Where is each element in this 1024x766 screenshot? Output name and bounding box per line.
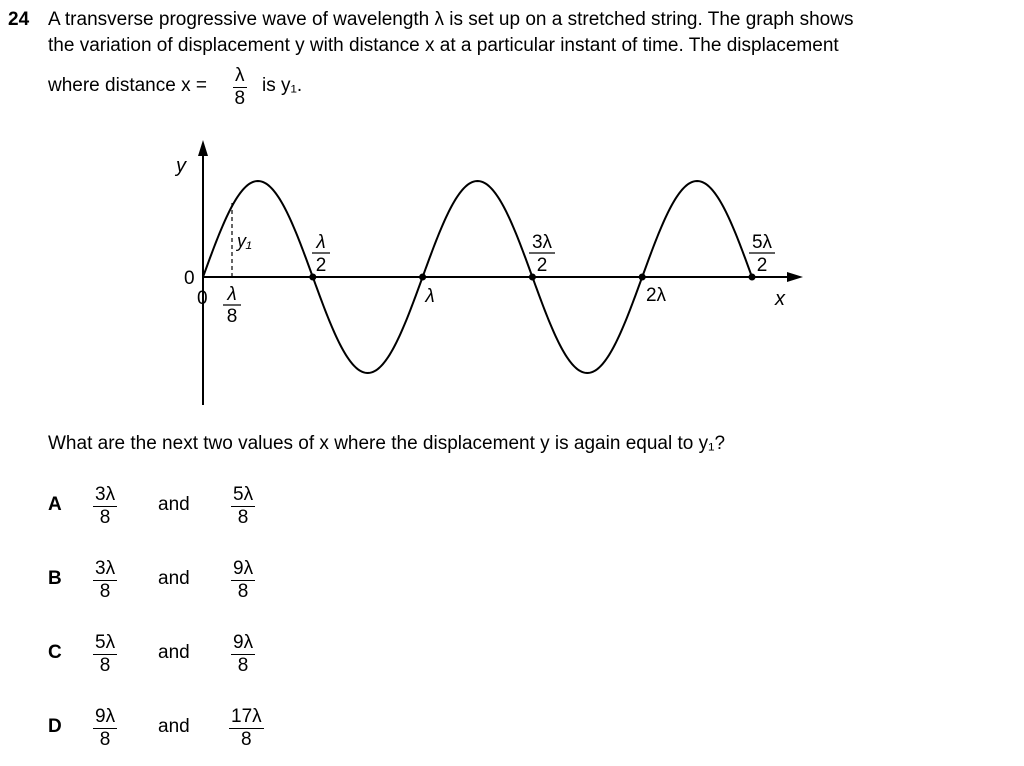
zero-crossing-point (528, 273, 536, 281)
fraction-numerator: 9λ (93, 706, 118, 729)
question-prompt: What are the next two values of x where … (48, 433, 726, 454)
x-axis-label: x (774, 288, 786, 310)
option-d-first-fraction: 9λ 8 (93, 706, 118, 750)
fraction-numerator: 3λ (93, 558, 118, 581)
wave-curve (202, 179, 753, 375)
option-b-and: and (158, 568, 190, 589)
fraction-numerator: 9λ (231, 632, 256, 655)
option-d-second-fraction: 17λ 8 (229, 707, 264, 750)
y-axis-arrow (198, 140, 208, 156)
option-a-and: and (158, 494, 190, 515)
option-c-and: and (158, 642, 190, 663)
tick-five-half-lambda-den: 2 (757, 255, 768, 276)
origin-x-label: 0 (197, 288, 208, 309)
fraction-numerator: 3λ (93, 484, 118, 507)
tick-three-half-lambda-den: 2 (537, 255, 548, 276)
fraction-numerator: 5λ (231, 484, 256, 507)
option-c-letter: C (48, 642, 62, 663)
tick-half-lambda-den: 2 (316, 255, 327, 276)
fraction-numerator: 9λ (231, 558, 256, 581)
tick-lambda-over-8-den: 8 (227, 306, 238, 327)
option-b-first-fraction: 3λ 8 (93, 558, 118, 602)
zero-crossing-point (419, 273, 427, 281)
question-number: 24 (8, 9, 30, 30)
origin-y-label: 0 (184, 268, 195, 289)
fraction-denominator: 8 (237, 507, 249, 528)
zero-crossing-point (748, 273, 756, 281)
option-a-first-fraction: 3λ 8 (93, 484, 118, 528)
option-a-letter: A (48, 494, 62, 515)
question-text-line-3-suffix: is y₁. (262, 75, 303, 96)
fraction-numerator: 17λ (229, 706, 264, 729)
tick-three-half-lambda-num: 3λ (532, 232, 553, 253)
question-text-line-2: the variation of displacement y with dis… (48, 35, 839, 56)
option-b-letter: B (48, 568, 62, 589)
fraction-denominator: 8 (237, 655, 249, 676)
fraction-denominator: 8 (234, 88, 246, 109)
x-axis-arrow (787, 272, 803, 282)
question-fraction-lambda-over-8: λ 8 (233, 66, 247, 109)
option-b-second-fraction: 9λ 8 (231, 558, 256, 602)
option-c-first-fraction: 5λ 8 (93, 632, 118, 676)
question-text-line-1: A transverse progressive wave of wavelen… (48, 9, 854, 30)
y1-label: y₁ (235, 231, 252, 251)
fraction-denominator: 8 (99, 507, 111, 528)
tick-lambda-over-8-num: λ (226, 284, 236, 305)
option-d-letter: D (48, 716, 62, 737)
tick-lambda: λ (424, 286, 434, 307)
option-d-and: and (158, 716, 190, 737)
fraction-numerator: λ (233, 65, 247, 88)
fraction-numerator: 5λ (93, 632, 118, 655)
zero-crossing-point (638, 273, 646, 281)
fraction-denominator: 8 (99, 581, 111, 602)
tick-five-half-lambda-num: 5λ (752, 232, 773, 253)
y-axis-label: y (174, 155, 187, 177)
fraction-denominator: 8 (99, 655, 111, 676)
fraction-denominator: 8 (241, 729, 252, 750)
tick-two-lambda: 2λ (646, 285, 667, 306)
tick-half-lambda-num: λ (315, 232, 325, 253)
option-c-second-fraction: 9λ 8 (231, 632, 256, 676)
wave-graph: y x 0 0 y₁ λ 8 λ 2 λ 3λ 2 2λ 5λ 2 (174, 140, 803, 405)
option-a-second-fraction: 5λ 8 (231, 484, 256, 528)
zero-crossing-point (309, 273, 317, 281)
question-text-line-3-prefix: where distance x = (48, 75, 207, 96)
fraction-denominator: 8 (237, 581, 249, 602)
fraction-denominator: 8 (99, 729, 111, 750)
